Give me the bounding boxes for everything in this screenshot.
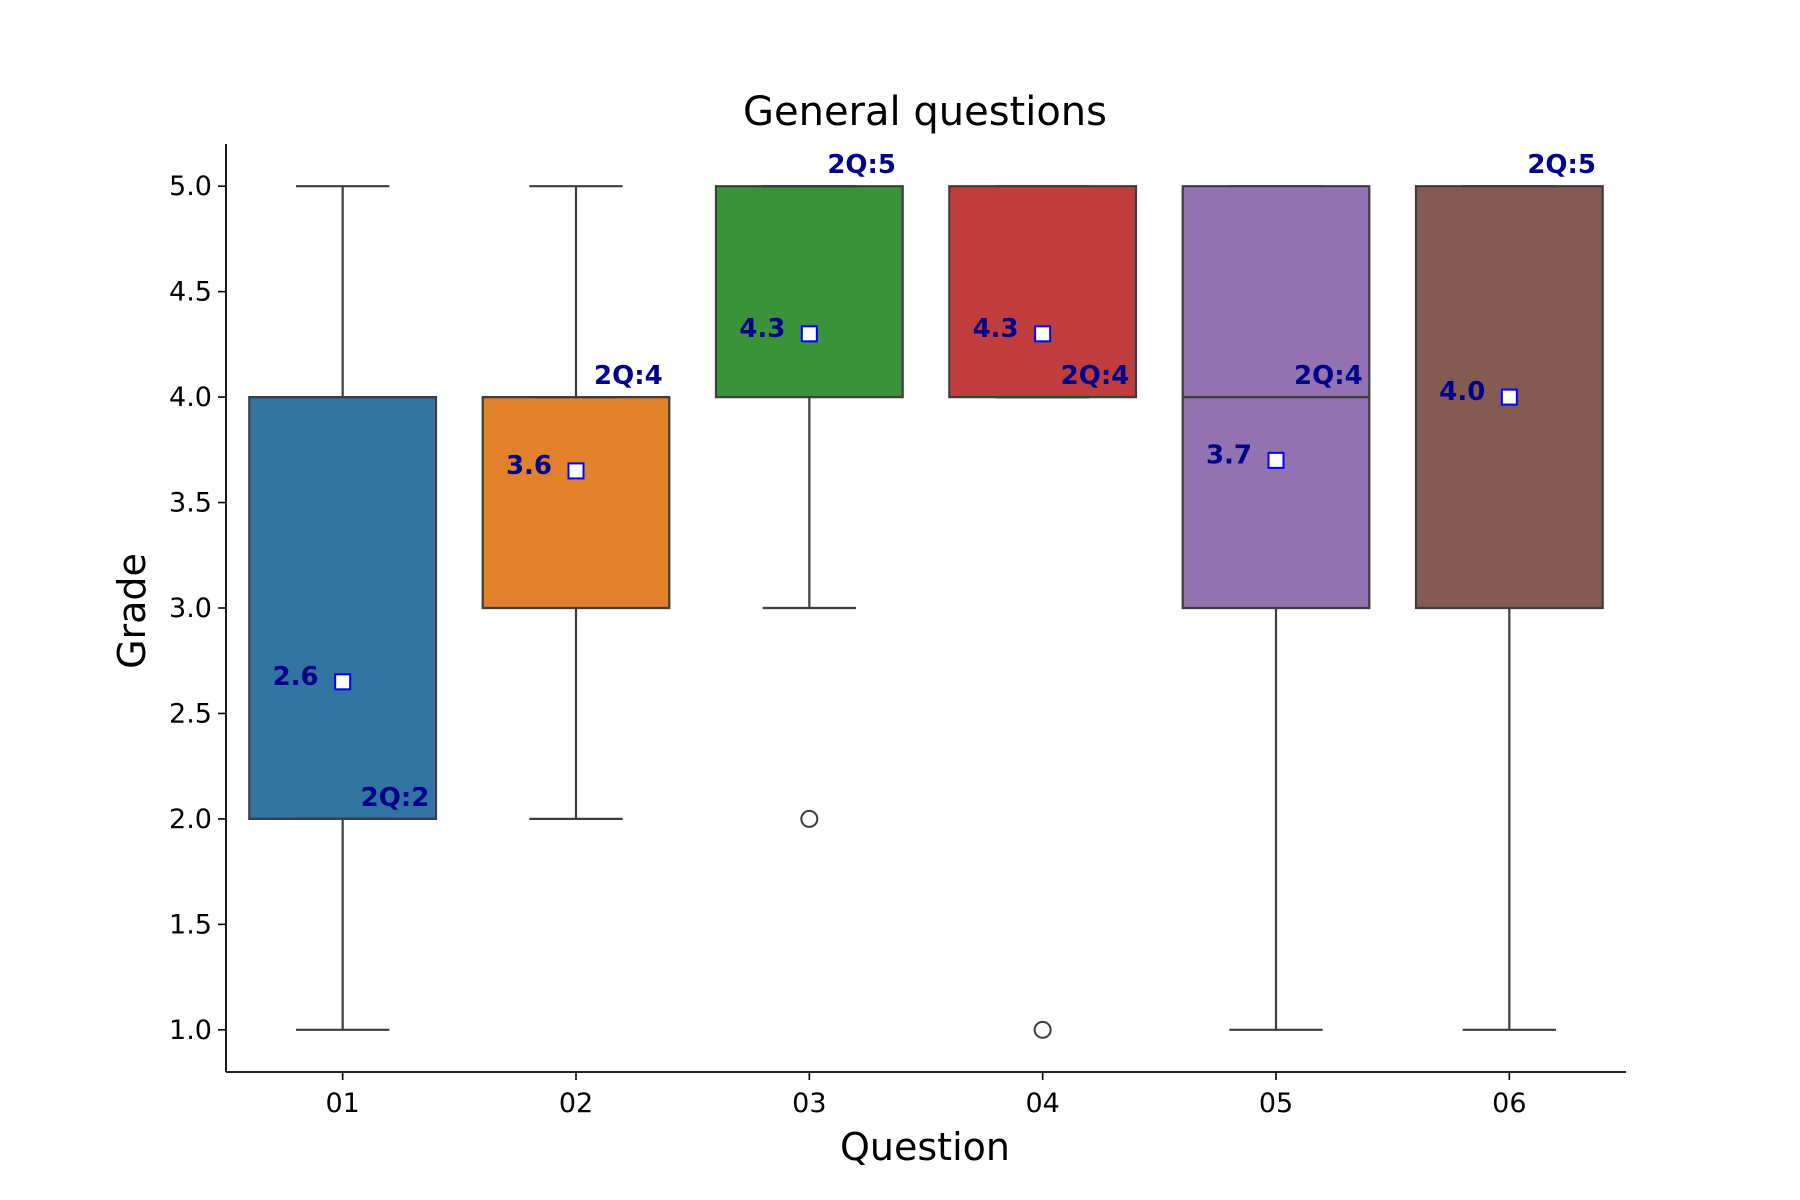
x-tick-label: 05 — [1259, 1088, 1293, 1119]
mean-label: 3.7 — [1206, 440, 1252, 470]
y-tick-label: 4.0 — [169, 382, 212, 413]
y-axis-label: Grade — [110, 553, 154, 669]
median-label: 2Q:5 — [827, 150, 896, 180]
mean-label: 4.3 — [739, 314, 785, 344]
box-group-01: 2.6 2Q:2 — [248, 185, 438, 1031]
box-group-03: 4.3 2Q:5 — [714, 150, 904, 828]
x-tick-label: 02 — [559, 1088, 593, 1119]
median-label: 2Q:4 — [1294, 361, 1363, 391]
mean-label: 2.6 — [273, 662, 319, 692]
mean-label: 3.6 — [506, 451, 552, 481]
x-tick-label: 01 — [325, 1088, 359, 1119]
median-label: 2Q:4 — [594, 361, 663, 391]
chart-title: General questions — [743, 89, 1107, 135]
box-body — [248, 396, 438, 821]
x-tick-label: 04 — [1025, 1088, 1059, 1119]
mean-marker — [567, 462, 585, 480]
box-body — [714, 185, 904, 399]
y-tick-label: 2.0 — [169, 804, 212, 835]
box-group-04: 4.3 2Q:4 — [948, 185, 1138, 1039]
x-tick-label: 03 — [792, 1088, 826, 1119]
mean-label: 4.3 — [973, 314, 1019, 344]
box-body — [481, 396, 671, 610]
box-group-05: 3.7 2Q:4 — [1181, 185, 1371, 1031]
y-tick-label: 4.5 — [169, 277, 212, 308]
median-label: 2Q:2 — [361, 783, 430, 813]
outlier-point — [800, 809, 819, 828]
outlier-point — [1033, 1020, 1052, 1039]
mean-marker — [800, 325, 818, 343]
mean-marker — [1500, 388, 1518, 406]
y-tick-label: 3.5 — [169, 488, 212, 519]
x-tick-label: 06 — [1492, 1088, 1526, 1119]
mean-marker — [1034, 325, 1052, 343]
axes: 1.0 1.5 2.0 2.5 3.0 3.5 4.0 4.5 5.0 01 02 03 04 05 06 — [169, 144, 1626, 1119]
x-axis-label: Question — [840, 1125, 1010, 1169]
box-body — [948, 185, 1138, 399]
mean-marker — [1267, 451, 1285, 469]
mean-marker — [334, 673, 352, 691]
y-tick-label: 1.5 — [169, 909, 212, 940]
median-label: 2Q:5 — [1527, 150, 1596, 180]
box-group-02: 3.6 2Q:4 — [481, 185, 671, 821]
mean-label: 4.0 — [1439, 377, 1485, 407]
y-tick-label: 1.0 — [169, 1015, 212, 1046]
y-tick-label: 5.0 — [169, 171, 212, 202]
y-tick-label: 3.0 — [169, 593, 212, 624]
boxes: 2.6 2Q:2 3.6 2Q:4 4.3 2Q:5 4.3 2Q:4 3.7 2Q:4 4.0 2Q… — [248, 150, 1604, 1039]
box-group-06: 4.0 2Q:5 — [1414, 150, 1604, 1031]
y-tick-label: 2.5 — [169, 698, 212, 729]
median-label: 2Q:4 — [1061, 361, 1130, 391]
